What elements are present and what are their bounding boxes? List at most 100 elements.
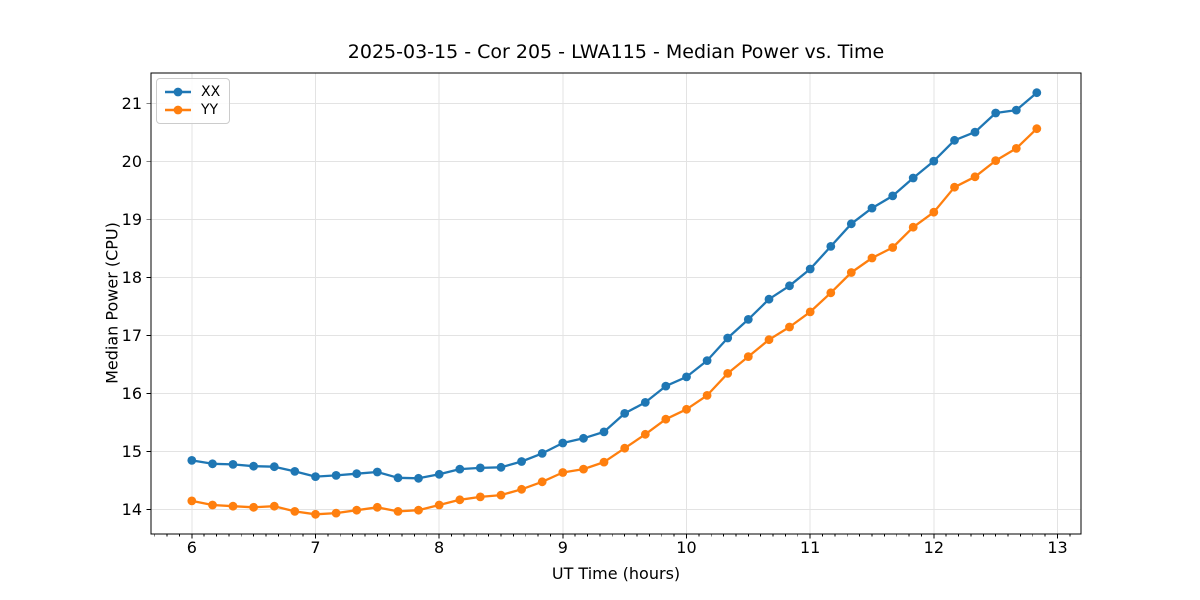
plot-border (150, 72, 1082, 535)
data-point (620, 443, 630, 453)
data-point (372, 502, 382, 512)
series-XX (187, 88, 1042, 483)
data-point (661, 381, 671, 391)
data-point (228, 460, 238, 469)
legend-line-marker-icon (165, 105, 191, 115)
data-point (908, 222, 918, 232)
data-point (661, 414, 671, 424)
data-point (393, 473, 403, 483)
data-point (475, 492, 485, 502)
x-tick-label: 7 (310, 538, 320, 557)
y-tick-label: 21 (122, 94, 142, 113)
data-point (517, 457, 526, 466)
data-point (208, 500, 217, 510)
data-point (208, 459, 217, 469)
data-point (1032, 124, 1042, 134)
series-line-YY (190, 127, 1038, 516)
data-point (950, 182, 959, 192)
data-point (537, 477, 547, 487)
data-point (682, 372, 691, 382)
legend-label-xx: XX (201, 84, 221, 100)
data-point (455, 495, 465, 505)
data-point (867, 203, 877, 213)
y-tick-label: 19 (122, 210, 142, 229)
data-point (929, 207, 939, 217)
data-point (249, 461, 258, 471)
data-point (311, 472, 320, 481)
x-tick-label: 11 (800, 538, 820, 557)
data-point (393, 507, 403, 516)
data-point (805, 264, 815, 274)
data-point (496, 462, 506, 472)
y-tick-label: 17 (122, 326, 142, 345)
data-point (434, 469, 444, 479)
data-point (517, 484, 526, 494)
x-tick-label: 12 (924, 538, 944, 557)
data-point (620, 409, 630, 418)
data-point (414, 505, 423, 515)
grid (151, 73, 1081, 534)
series-line-XX (190, 91, 1038, 480)
data-point (846, 268, 856, 277)
data-point (723, 369, 733, 378)
data-point (290, 507, 300, 516)
data-point (414, 473, 423, 483)
x-tick-label: 9 (558, 538, 568, 557)
x-axis-label: UT Time (hours) (551, 564, 681, 583)
data-point (805, 307, 815, 317)
data-point (434, 500, 444, 510)
data-point (558, 438, 568, 448)
data-point (269, 462, 279, 472)
data-point (352, 469, 362, 479)
data-point (702, 391, 712, 400)
data-point (331, 508, 341, 518)
data-point (826, 288, 836, 298)
data-point (785, 281, 794, 291)
data-point (743, 315, 753, 324)
x-tick-label: 8 (434, 538, 444, 557)
data-point (764, 335, 774, 345)
data-point (867, 253, 877, 263)
data-point (352, 505, 362, 515)
data-point (228, 501, 238, 511)
x-tick-label: 10 (676, 538, 696, 557)
data-point (888, 243, 898, 252)
data-point (537, 449, 547, 458)
data-point (743, 352, 753, 361)
axis-ticks (146, 103, 1071, 539)
data-point (372, 467, 382, 477)
chart-title: 2025-03-15 - Cor 205 - LWA115 - Median P… (347, 41, 885, 63)
y-tick-label: 15 (122, 442, 142, 461)
y-axis-label: Median Power (CPU) (102, 222, 122, 384)
data-point (682, 404, 691, 414)
x-tick-label: 13 (1047, 538, 1067, 557)
legend-line-marker-icon (165, 87, 191, 97)
data-point (991, 108, 1001, 118)
data-point (599, 427, 609, 437)
data-point (846, 219, 856, 229)
x-tick-label: 6 (187, 538, 197, 557)
data-point (599, 457, 609, 467)
data-point (331, 471, 341, 480)
y-tick-label: 16 (122, 384, 142, 403)
data-point (991, 156, 1001, 166)
y-tick-label: 20 (122, 152, 142, 171)
data-point (311, 509, 320, 519)
legend-item-xx: XX (164, 84, 221, 100)
legend-label-yy: YY (201, 102, 219, 118)
data-point (290, 467, 300, 476)
data-point (723, 333, 733, 343)
data-point (1011, 105, 1021, 115)
data-point (970, 172, 980, 182)
data-point (970, 127, 980, 137)
data-point (496, 490, 506, 500)
data-point (929, 156, 939, 166)
data-point (249, 502, 258, 512)
data-point (908, 173, 918, 183)
data-point (702, 356, 712, 365)
data-point (826, 242, 836, 251)
data-point (455, 464, 465, 474)
y-tick-label: 18 (122, 268, 142, 287)
